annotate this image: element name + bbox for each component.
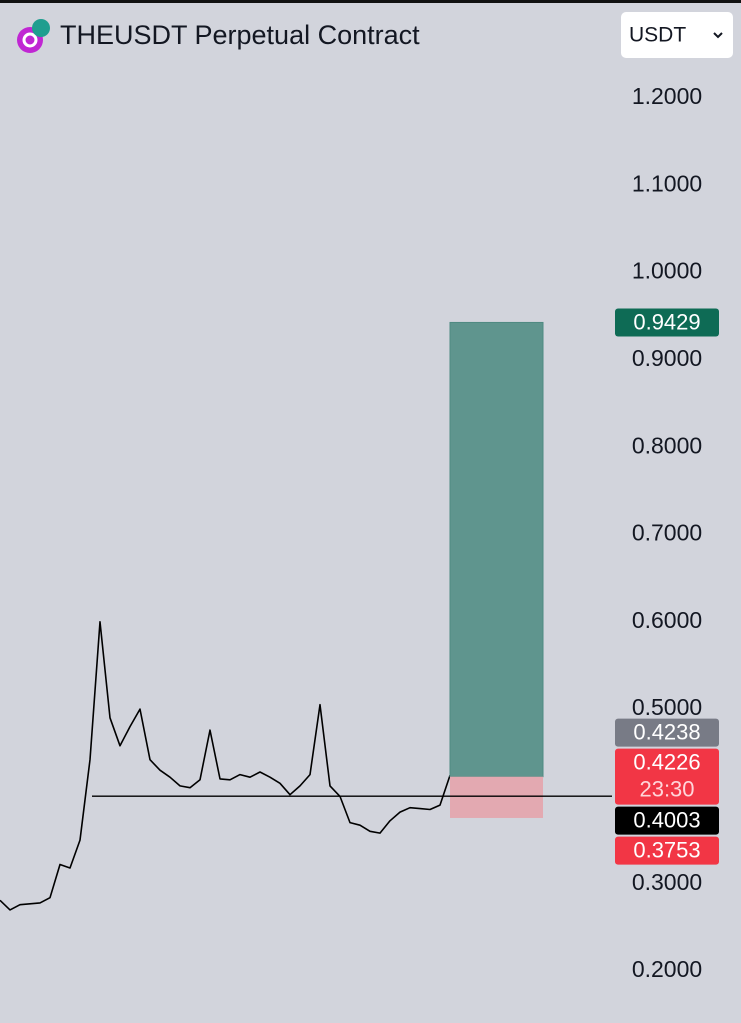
currency-label[interactable]: USDT bbox=[629, 24, 686, 47]
currency-dropdown[interactable]: USDT bbox=[621, 12, 733, 58]
y-tick-label: 1.2000 bbox=[632, 83, 702, 109]
y-tick-label: 0.7000 bbox=[632, 520, 702, 546]
price-tag-label: 0.4003 bbox=[633, 807, 700, 832]
y-tick-label: 0.3000 bbox=[632, 869, 702, 895]
symbol-icon bbox=[17, 19, 50, 53]
y-tick-label: 0.9000 bbox=[632, 345, 702, 371]
price-tag bbox=[615, 806, 719, 835]
chart-title: THEUSDT Perpetual Contract bbox=[60, 20, 420, 50]
y-tick-label: 0.5000 bbox=[632, 694, 702, 720]
y-tick-label: 0.6000 bbox=[632, 607, 702, 633]
profit-zone bbox=[449, 321, 544, 778]
y-tick-label: 1.1000 bbox=[632, 170, 702, 196]
top-bar bbox=[0, 0, 741, 3]
y-tick-label: 1.0000 bbox=[632, 258, 702, 284]
y-tick-label: 0.8000 bbox=[632, 432, 702, 458]
price-tag-label: 0.3753 bbox=[633, 837, 700, 862]
y-tick-label: 0.2000 bbox=[632, 956, 702, 982]
price-line bbox=[0, 621, 451, 911]
countdown-label: 23:30 bbox=[639, 776, 694, 801]
price-tag bbox=[615, 718, 719, 747]
price-tag-label: 0.4226 bbox=[633, 749, 700, 774]
price-tag bbox=[615, 748, 719, 805]
price-tag bbox=[615, 836, 719, 865]
price-tag-label: 0.4238 bbox=[633, 719, 700, 744]
price-tag bbox=[615, 308, 719, 337]
loss-zone bbox=[450, 776, 543, 818]
price-tag-label: 0.9429 bbox=[633, 309, 700, 334]
